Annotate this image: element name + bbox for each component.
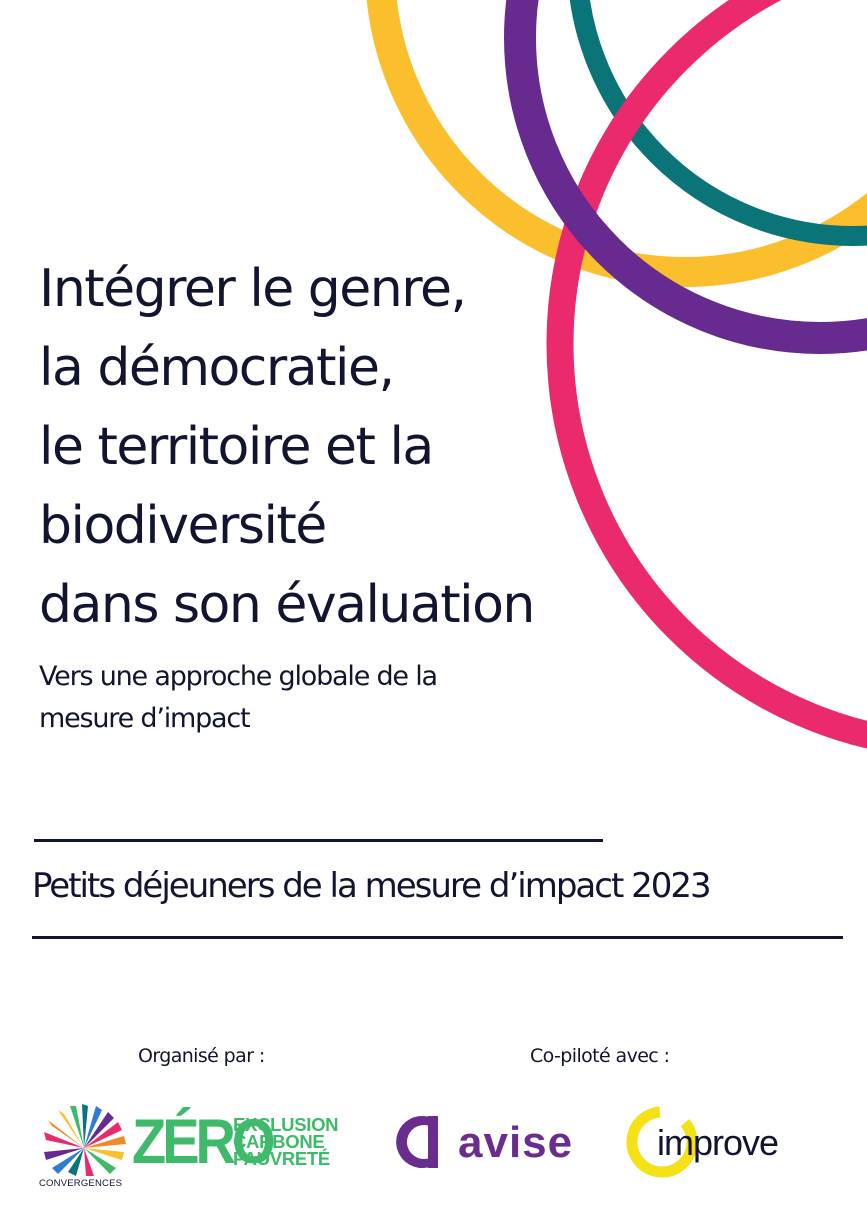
purple-arc bbox=[504, 0, 867, 354]
cover-title: Intégrer le genre, la démocratie, le ter… bbox=[39, 250, 535, 645]
subtitle-line: Vers une approche globale de la bbox=[39, 661, 438, 692]
bottom-divider bbox=[32, 936, 843, 939]
zero-tagline: EXCLUSION CARBONE PAUVRETÉ bbox=[233, 1114, 339, 1169]
improve-logo: improve bbox=[622, 1100, 812, 1184]
top-divider bbox=[34, 839, 603, 842]
improve-wordmark: improve bbox=[657, 1122, 779, 1163]
avise-symbol-icon bbox=[396, 1116, 438, 1168]
subtitle-line: mesure d’impact bbox=[39, 703, 251, 734]
series-title: Petits déjeuners de la mesure d’impact 2… bbox=[32, 866, 712, 906]
copiloted-with-label: Co-piloté avec : bbox=[530, 1045, 670, 1067]
title-line: la démocratie, bbox=[39, 338, 395, 398]
improve-ring-icon bbox=[626, 1106, 698, 1178]
avise-logo: avise bbox=[388, 1110, 588, 1180]
avise-wordmark: avise bbox=[458, 1118, 574, 1167]
zero-tagline-line: PAUVRETÉ bbox=[233, 1148, 330, 1169]
convergences-burst-icon bbox=[44, 1104, 126, 1176]
convergences-wordmark: CONVERGENCES bbox=[39, 1178, 123, 1189]
convergences-logo: CONVERGENCES bbox=[38, 1104, 130, 1194]
yellow-arc bbox=[366, 0, 867, 287]
pink-arc bbox=[546, 0, 867, 749]
teal-arc bbox=[569, 0, 867, 246]
title-line: biodiversité bbox=[39, 496, 327, 556]
zero-wordmark: ZÉRO bbox=[132, 1105, 276, 1177]
zero-tagline-line: EXCLUSION bbox=[233, 1114, 339, 1135]
zero-logo: ZÉRO EXCLUSION CARBONE PAUVRETÉ bbox=[132, 1102, 362, 1182]
title-line: Intégrer le genre, bbox=[39, 259, 467, 319]
title-line: le territoire et la bbox=[39, 417, 434, 477]
zero-tagline-line: CARBONE bbox=[233, 1131, 325, 1152]
cover-subtitle: Vers une approche globale de la mesure d… bbox=[39, 656, 438, 740]
organised-by-label: Organisé par : bbox=[138, 1045, 265, 1067]
title-line: dans son évaluation bbox=[39, 575, 535, 635]
